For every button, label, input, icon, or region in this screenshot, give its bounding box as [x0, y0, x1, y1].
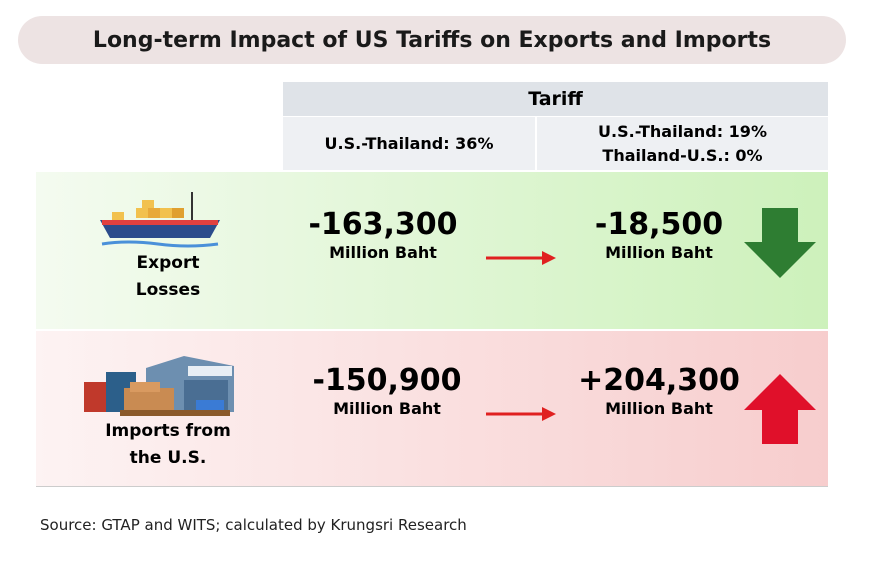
label-line: Losses: [135, 280, 201, 300]
arrow: [486, 251, 556, 265]
unit: Million Baht: [333, 399, 441, 418]
header-group: Tariff: [283, 82, 828, 116]
header-text: Thailand-U.S.: 0%: [602, 145, 763, 165]
title: Long-term Impact of US Tariffs on Export…: [18, 16, 846, 64]
label-line: Export: [136, 253, 200, 273]
label-line: the U.S.: [129, 448, 207, 468]
row-label: Export Losses: [83, 250, 253, 304]
value: +204,300: [578, 363, 740, 398]
value-before: -163,300 Million Baht: [268, 208, 498, 264]
unit: Million Baht: [605, 243, 713, 262]
value: -150,900: [312, 363, 462, 398]
header-column: U.S.-Thailand: 36%: [283, 117, 535, 170]
row-label: Imports from the U.S.: [83, 418, 253, 472]
down-arrow: [744, 208, 816, 278]
header-text: U.S.-Thailand: 36%: [324, 133, 494, 153]
up-arrow: [744, 374, 816, 444]
unit: Million Baht: [605, 399, 713, 418]
warehouse-icon: [84, 356, 234, 416]
unit: Million Baht: [329, 243, 437, 262]
value-after: -18,500 Million Baht: [544, 208, 774, 264]
value-after: +204,300 Million Baht: [544, 364, 774, 420]
value-before: -150,900 Million Baht: [272, 364, 502, 420]
value: -163,300: [308, 207, 458, 242]
source: Source: GTAP and WITS; calculated by Kru…: [40, 516, 467, 534]
header-column: U.S.-Thailand: 19% Thailand-U.S.: 0%: [537, 117, 828, 170]
value: -18,500: [594, 207, 724, 242]
header-text: U.S.-Thailand: 19%: [598, 121, 767, 141]
ship-icon: [100, 192, 220, 248]
arrow: [486, 407, 556, 421]
label-line: Imports from: [105, 421, 231, 441]
export-row: [36, 172, 828, 329]
